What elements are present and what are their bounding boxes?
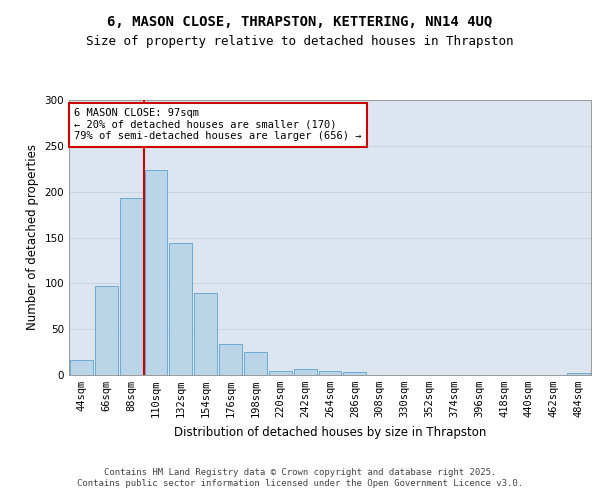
Bar <box>244 352 267 375</box>
Y-axis label: Number of detached properties: Number of detached properties <box>26 144 39 330</box>
Bar <box>219 344 242 375</box>
Bar <box>294 368 317 375</box>
Text: Contains HM Land Registry data © Crown copyright and database right 2025.
Contai: Contains HM Land Registry data © Crown c… <box>77 468 523 487</box>
Bar <box>343 372 366 375</box>
Bar <box>567 373 590 375</box>
Bar <box>194 294 217 375</box>
Bar <box>169 243 192 375</box>
Bar <box>319 372 341 375</box>
Text: 6, MASON CLOSE, THRAPSTON, KETTERING, NN14 4UQ: 6, MASON CLOSE, THRAPSTON, KETTERING, NN… <box>107 16 493 30</box>
Bar <box>95 286 118 375</box>
Bar <box>120 198 143 375</box>
Bar <box>145 170 167 375</box>
X-axis label: Distribution of detached houses by size in Thrapston: Distribution of detached houses by size … <box>174 426 486 438</box>
Bar <box>70 360 93 375</box>
Bar <box>269 372 292 375</box>
Text: Size of property relative to detached houses in Thrapston: Size of property relative to detached ho… <box>86 34 514 48</box>
Text: 6 MASON CLOSE: 97sqm
← 20% of detached houses are smaller (170)
79% of semi-deta: 6 MASON CLOSE: 97sqm ← 20% of detached h… <box>74 108 362 142</box>
